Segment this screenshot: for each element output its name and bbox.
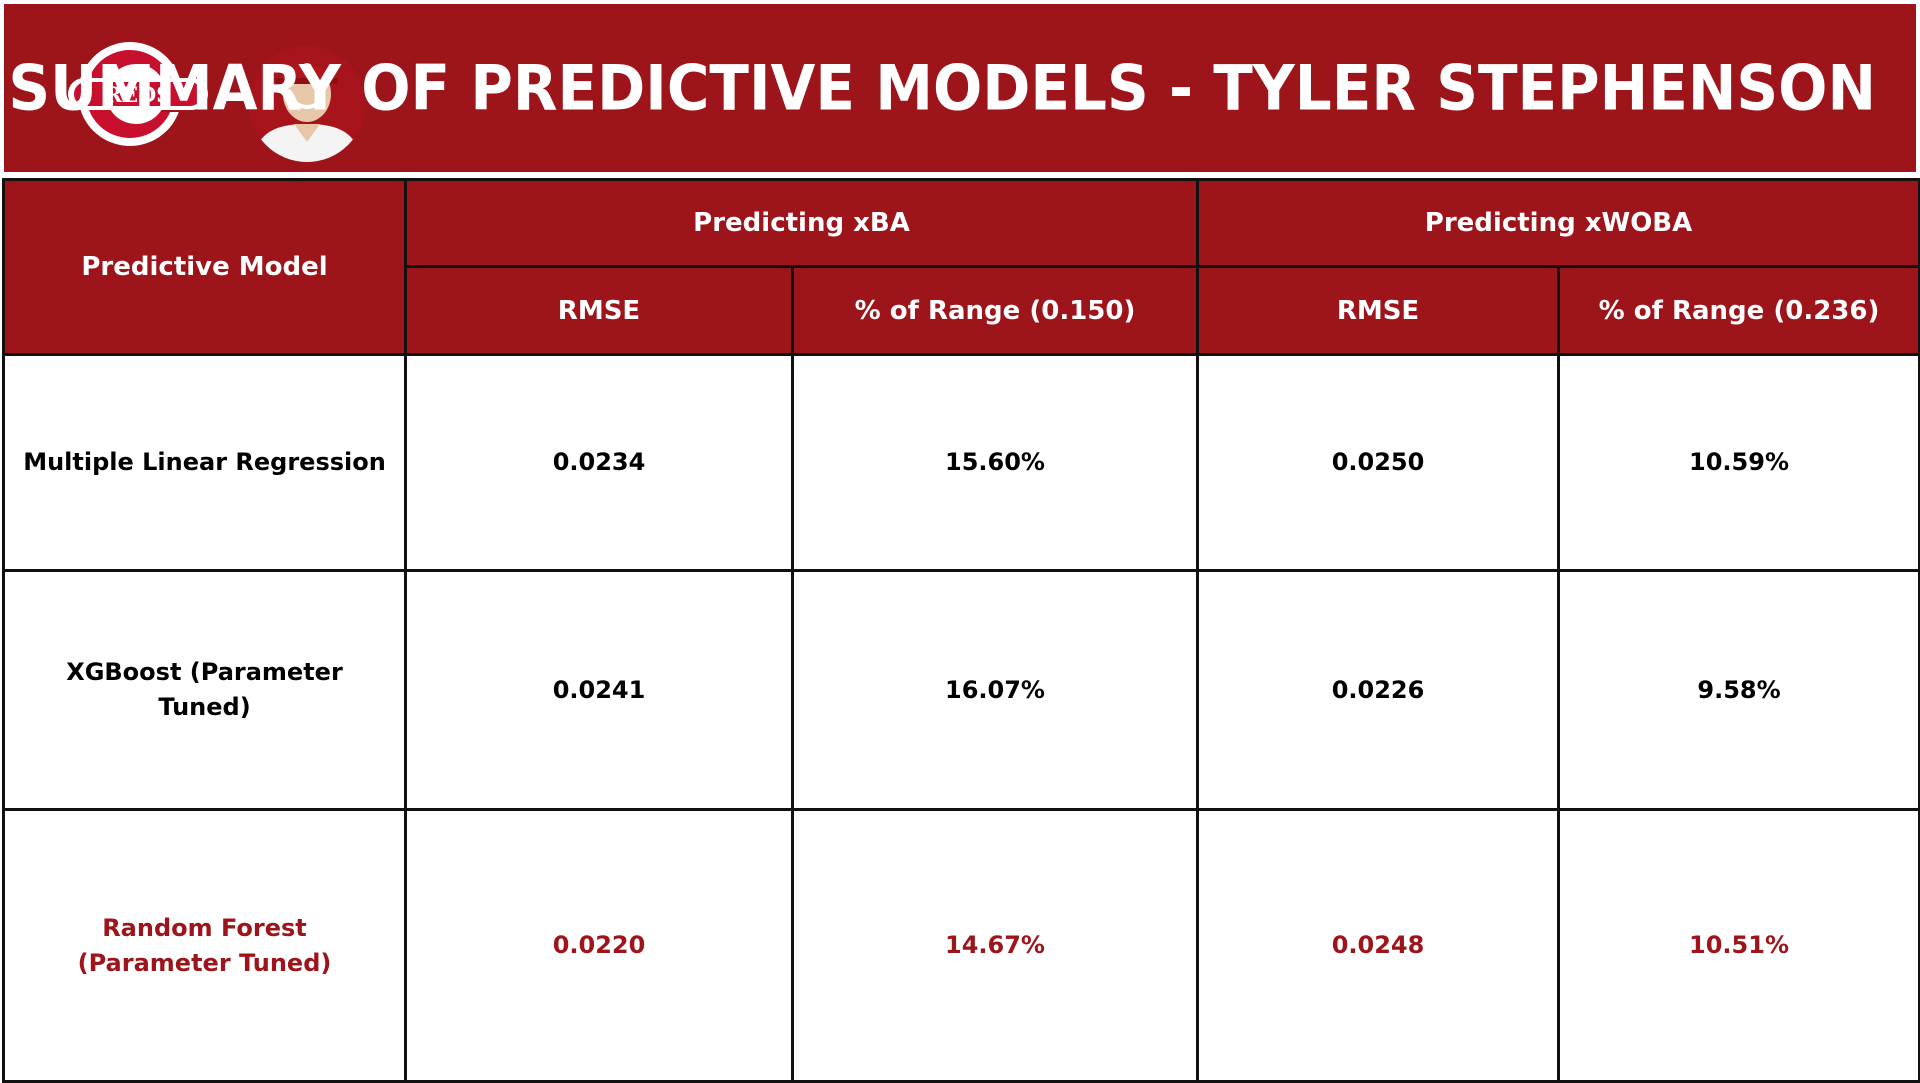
title-banner: REDS SUMMARY OF PREDICTIVE MODELS - TYLE…: [4, 4, 1916, 172]
xba-rmse-cell: 0.0234: [404, 353, 794, 572]
xba-range-cell: 14.67%: [790, 808, 1200, 1083]
logo-text: REDS: [105, 82, 172, 107]
model-name-cell: Multiple Linear Regression: [2, 353, 407, 572]
xwoba-range-header: % of Range (0.236): [1557, 265, 1920, 356]
xwoba-group-header: Predicting xWOBA: [1196, 178, 1920, 268]
reds-logo-icon: REDS: [62, 40, 214, 148]
table-row-highlighted: Random Forest (Parameter Tuned) 0.0220 1…: [2, 808, 1920, 1083]
player-headshot-icon: [246, 32, 368, 164]
table-row: Multiple Linear Regression 0.0234 15.60%…: [2, 353, 1920, 572]
predictive-model-header: Predictive Model: [2, 178, 407, 356]
xba-rmse-header: RMSE: [404, 265, 794, 356]
xwoba-range-cell: 10.59%: [1557, 353, 1920, 572]
model-name-cell: Random Forest (Parameter Tuned): [2, 808, 407, 1083]
xba-range-cell: 16.07%: [790, 569, 1200, 811]
xba-range-header: % of Range (0.150): [790, 265, 1200, 356]
xwoba-range-cell: 10.51%: [1557, 808, 1920, 1083]
xwoba-range-cell: 9.58%: [1557, 569, 1920, 811]
table-subheader-row: RMSE % of Range (0.150) RMSE % of Range …: [4, 265, 1920, 356]
xba-group-header: Predicting xBA: [403, 178, 1200, 268]
summary-table: Predictive Model Predicting xBA Predicti…: [2, 178, 1920, 1083]
xwoba-rmse-cell: 0.0250: [1196, 353, 1561, 572]
table-row: XGBoost (Parameter Tuned) 0.0241 16.07% …: [2, 569, 1920, 811]
model-name-cell: XGBoost (Parameter Tuned): [2, 569, 407, 811]
xba-rmse-cell: 0.0220: [404, 808, 794, 1083]
page-title: SUMMARY OF PREDICTIVE MODELS - TYLER STE…: [8, 51, 1876, 125]
xwoba-rmse-cell: 0.0248: [1196, 808, 1561, 1083]
xba-range-cell: 15.60%: [790, 353, 1200, 572]
summary-table-container: Predictive Model Predicting xBA Predicti…: [2, 178, 1920, 1083]
xwoba-rmse-header: RMSE: [1196, 265, 1561, 356]
xwoba-rmse-cell: 0.0226: [1196, 569, 1561, 811]
table-header-row: Predictive Model Predicting xBA Predicti…: [2, 178, 1920, 356]
xba-rmse-cell: 0.0241: [404, 569, 794, 811]
